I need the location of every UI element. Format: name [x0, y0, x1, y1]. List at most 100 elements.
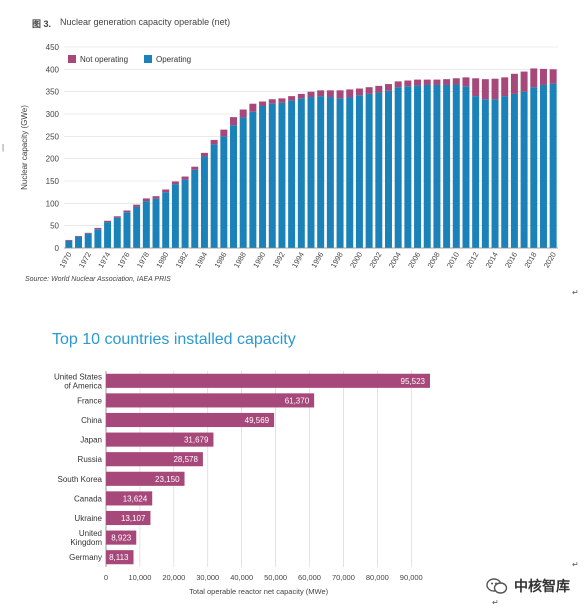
- x-tick-label: 1990: [251, 251, 267, 270]
- bar-operating-1975: [113, 217, 121, 248]
- x-tick-label: 50,000: [264, 573, 287, 582]
- country-label: Japan: [80, 436, 102, 445]
- bar-not-operating-2018: [530, 68, 538, 88]
- bar-operating-1994: [297, 98, 305, 248]
- x-tick-label: 2020: [542, 251, 558, 270]
- bar-operating-2019: [539, 84, 547, 248]
- country-label-line: Kingdom: [70, 538, 102, 547]
- country-label-line: Ukraine: [74, 514, 102, 523]
- bar-operating-2000: [355, 95, 363, 249]
- bar-south-korea: [106, 471, 185, 486]
- bar-operating-1970: [65, 240, 73, 248]
- bar-operating-1999: [346, 97, 354, 249]
- country-label-line: Japan: [80, 436, 102, 445]
- bar-operating-1979: [152, 198, 160, 248]
- bar-not-operating-1997: [326, 90, 334, 98]
- bar-operating-1981: [171, 184, 179, 248]
- bar-value-label: 13,624: [123, 494, 148, 503]
- y-tick-label: 400: [46, 65, 60, 74]
- bar-operating-1980: [162, 192, 170, 248]
- bar-operating-2011: [462, 86, 470, 248]
- bar-not-operating-1977: [133, 204, 141, 207]
- country-label-line: United States: [54, 372, 102, 381]
- bar-operating-1989: [249, 111, 257, 249]
- x-tick-label: 2002: [367, 251, 383, 270]
- return-mark-3: ↵: [492, 598, 499, 607]
- x-tick-label: 2006: [406, 251, 422, 270]
- x-tick-label: 2014: [484, 251, 500, 270]
- bar-value-label: 28,578: [173, 455, 198, 464]
- x-tick-label: 2018: [522, 251, 538, 270]
- bar-not-operating-1973: [94, 227, 102, 230]
- country-label: Russia: [78, 455, 103, 464]
- legend-swatch-not-operating: [68, 55, 76, 63]
- bar-germany: [106, 550, 134, 565]
- bar-operating-1995: [307, 97, 315, 248]
- bar-not-operating-2016: [510, 73, 518, 94]
- bar-not-operating-1991: [268, 99, 276, 104]
- x-tick-label: 2016: [503, 251, 519, 270]
- bar-not-operating-1979: [152, 196, 160, 199]
- country-label: United Kingdom: [70, 529, 102, 547]
- bar-operating-1993: [288, 100, 296, 248]
- bar-operating-1998: [336, 98, 344, 248]
- bar-value-label: 61,370: [285, 396, 310, 405]
- bar-not-operating-1996: [317, 90, 325, 97]
- bar-not-operating-1987: [230, 117, 237, 126]
- x-tick-label: 1994: [290, 251, 306, 270]
- bar-not-operating-2008: [433, 79, 441, 85]
- bar-not-operating-1993: [288, 96, 296, 101]
- y-tick-label: 300: [46, 110, 60, 119]
- bar-operating-1986: [220, 136, 228, 248]
- bar-value-label: 31,679: [184, 436, 209, 445]
- bar-not-operating-1990: [259, 101, 267, 106]
- country-label-line: Canada: [74, 494, 103, 503]
- country-label: Canada: [74, 494, 103, 503]
- bar-not-operating-1982: [181, 176, 189, 180]
- bar-not-operating-1985: [210, 139, 218, 145]
- wechat-icon: [486, 578, 508, 594]
- x-tick-label: 1970: [57, 251, 73, 270]
- bar-operating-2001: [365, 93, 373, 249]
- x-tick-label: 2000: [348, 251, 364, 270]
- y-tick-label: 100: [46, 199, 60, 208]
- bar-not-operating-1989: [249, 103, 257, 112]
- bar-operating-1978: [142, 201, 150, 248]
- bar-value-label: 13,107: [121, 514, 146, 523]
- country-label-line: United: [79, 529, 102, 538]
- bar-united-kingdom: [106, 530, 137, 545]
- bar-france: [106, 393, 315, 408]
- country-label-line: of America: [64, 381, 102, 390]
- bar-operating-2015: [501, 96, 509, 248]
- bar-operating-2016: [510, 93, 518, 249]
- bar-operating-2009: [443, 84, 451, 248]
- bar-value-label: 8,113: [109, 553, 129, 562]
- country-label-line: Germany: [69, 553, 102, 562]
- bar-ukraine: [106, 510, 151, 526]
- bar-not-operating-1992: [278, 98, 286, 103]
- bar-operating-2010: [452, 84, 460, 249]
- countries-horizontal-bar-chart: 0 10,000 20,000 30,000 40,000 50,000 60,000 70,…: [54, 371, 430, 596]
- bar-operating-2013: [481, 99, 489, 248]
- x-tick-label: 60,000: [298, 573, 321, 582]
- x-tick-label: 1986: [212, 251, 228, 270]
- bar-operating-2017: [520, 91, 528, 249]
- bar-not-operating-2014: [491, 78, 499, 100]
- legend-label-operating: Operating: [156, 55, 191, 64]
- bar-operating-2005: [404, 86, 412, 248]
- country-label: South Korea: [58, 475, 103, 484]
- bar-operating-1977: [133, 206, 141, 248]
- y-tick-label: 350: [46, 88, 60, 97]
- bar-canada: [106, 491, 153, 506]
- legend-label-not-operating: Not operating: [80, 55, 128, 64]
- x-tick-label: 2004: [387, 251, 403, 270]
- bar-operating-2014: [491, 99, 499, 248]
- country-label-line: South Korea: [58, 475, 103, 484]
- legend-swatch-operating: [144, 55, 152, 63]
- x-tick-label: 1988: [232, 251, 248, 270]
- bar-russia: [106, 452, 203, 467]
- bar-not-operating-2000: [355, 88, 363, 96]
- x-tick-label: 2010: [445, 251, 461, 270]
- side-mark: |: [2, 143, 5, 152]
- bar-operating-1973: [94, 229, 102, 248]
